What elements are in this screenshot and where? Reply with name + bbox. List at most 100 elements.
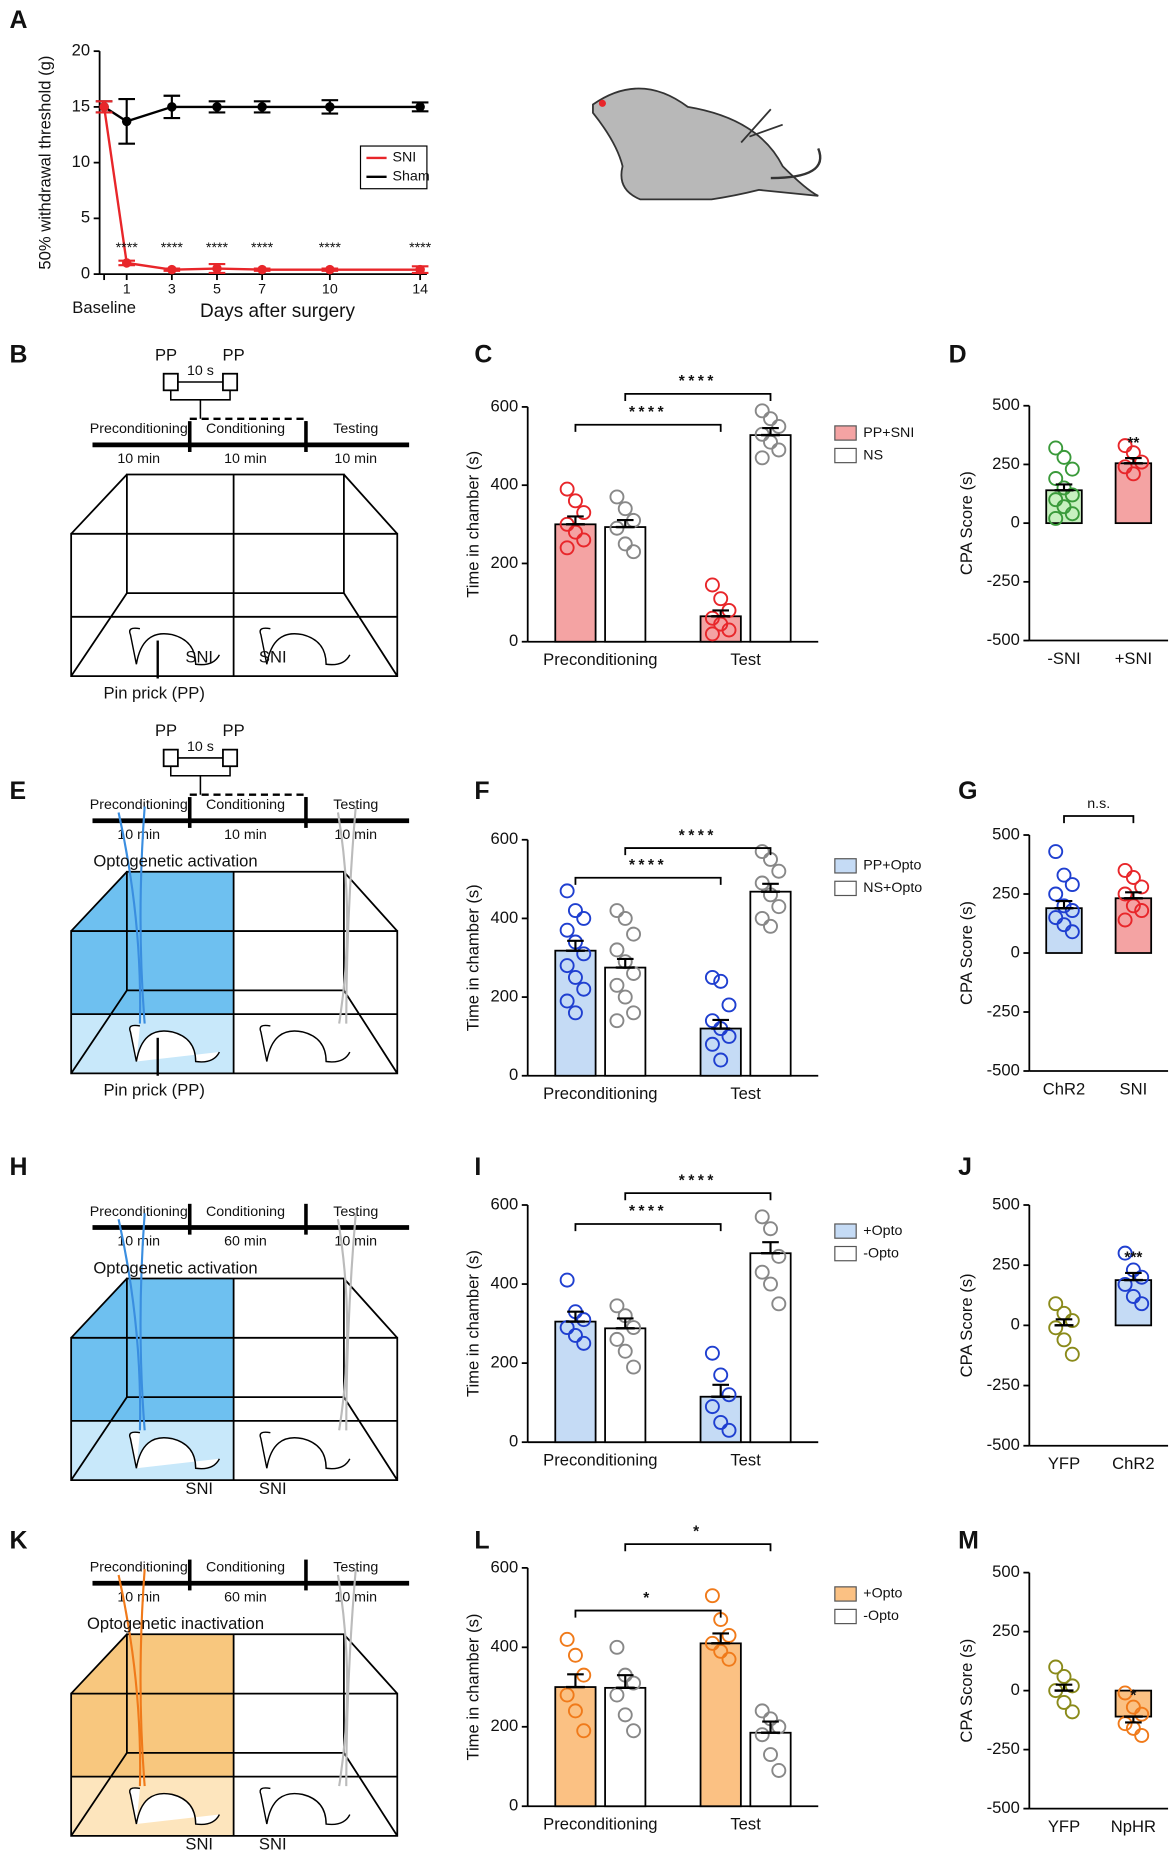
x-tick-label: Preconditioning — [543, 650, 657, 669]
y-tick-label: 0 — [1011, 1315, 1020, 1334]
rat — [259, 1024, 351, 1063]
data-point — [754, 1727, 770, 1743]
x-tick-label: Preconditioning — [543, 1815, 657, 1834]
data-point — [576, 910, 592, 926]
legend-swatch — [834, 880, 857, 897]
rat — [128, 627, 221, 666]
data-point — [721, 997, 737, 1013]
chamber — [70, 473, 399, 678]
duration-label: 10 min — [334, 827, 377, 843]
x-tick-label: ChR2 — [1112, 1454, 1154, 1473]
data-point — [1134, 879, 1150, 895]
significance: **** — [206, 240, 229, 256]
y-tick-label: 0 — [509, 1065, 518, 1084]
phase-label: Testing — [333, 1204, 378, 1220]
data-point — [704, 1588, 720, 1604]
data-point — [704, 1399, 720, 1415]
legend-swatch — [834, 858, 857, 874]
y-tick-label: 10 — [72, 152, 90, 171]
significance: * — [1130, 1688, 1136, 1705]
data-point — [763, 1276, 778, 1292]
significance: **** — [161, 240, 184, 256]
data-point — [1134, 1706, 1150, 1722]
stim-label: PP — [223, 721, 245, 740]
y-tick-label: 500 — [992, 1194, 1020, 1213]
x-tick-label: Test — [730, 1084, 761, 1103]
data-point — [754, 403, 770, 419]
data-point — [567, 969, 583, 985]
data-point — [713, 1414, 729, 1430]
significance: **** — [679, 1172, 717, 1189]
data-point — [559, 993, 575, 1009]
data-point — [609, 1298, 625, 1314]
y-tick-label: -500 — [987, 1060, 1020, 1079]
stim-box — [222, 748, 239, 768]
data-point — [763, 411, 778, 427]
phase-label: Preconditioning — [90, 1560, 188, 1576]
rat-tail — [770, 147, 822, 180]
y-tick-label: 600 — [491, 1194, 519, 1213]
data-point — [559, 883, 575, 899]
legend-label: PP+Opto — [863, 858, 921, 874]
phase-label: Preconditioning — [90, 1204, 188, 1220]
data-point — [754, 844, 770, 860]
phase-label: Conditioning — [206, 421, 285, 437]
data-point — [559, 958, 575, 974]
bracket — [574, 876, 722, 885]
stim-bracket — [169, 381, 231, 419]
data-point — [626, 1005, 642, 1021]
bar — [699, 1027, 742, 1077]
y-tick-label: -500 — [987, 630, 1020, 649]
y-tick-label: 200 — [491, 1353, 519, 1372]
phase-label: Preconditioning — [90, 421, 188, 437]
panel-label: M — [958, 1526, 979, 1554]
y-tick-label: 250 — [992, 454, 1020, 473]
data-point — [1056, 1694, 1072, 1710]
y-tick-label: 0 — [509, 1796, 518, 1815]
panel-label: B — [9, 341, 27, 369]
phase-label: Testing — [333, 421, 378, 437]
y-tick-label: 500 — [992, 1562, 1020, 1581]
bar — [604, 526, 647, 643]
lit-chamber — [71, 1278, 234, 1421]
data-point — [559, 1631, 575, 1647]
legend-swatch — [834, 1608, 857, 1625]
error-bar — [712, 1383, 730, 1398]
scissors — [740, 108, 783, 144]
duration-label: 60 min — [224, 1234, 267, 1250]
data-point — [721, 1627, 737, 1643]
bracket — [574, 1609, 722, 1618]
y-tick-label: -250 — [987, 1739, 1020, 1758]
legend-swatch — [834, 1245, 857, 1262]
error-bar — [762, 1241, 779, 1255]
legend-label: -Opto — [863, 1245, 899, 1261]
data-point — [1064, 924, 1080, 940]
data-point — [704, 626, 720, 642]
stim-label: PP — [155, 721, 177, 740]
y-axis-label: CPA Score (s) — [957, 901, 976, 1005]
significance: **** — [409, 240, 432, 256]
data-point — [567, 493, 583, 509]
x-tick-label: ChR2 — [1043, 1079, 1085, 1098]
data-point — [609, 1013, 625, 1029]
duration-label: 10 min — [334, 1589, 377, 1605]
conditioning-frame — [189, 793, 308, 809]
panel-label: I — [474, 1153, 481, 1181]
x-tick-label: 5 — [213, 281, 221, 297]
bar — [1114, 1689, 1153, 1718]
data-point — [721, 622, 737, 638]
data-point — [1064, 1678, 1080, 1694]
data-point — [713, 1052, 729, 1068]
bar — [749, 1252, 792, 1444]
data-point — [1064, 1313, 1080, 1329]
data-point — [713, 591, 729, 607]
marker — [415, 102, 425, 112]
y-axis-label: 50% withdrawal threshold (g) — [36, 56, 55, 270]
significance: **** — [679, 827, 717, 844]
marker — [167, 102, 177, 112]
stim-bracket — [169, 757, 231, 795]
data-point — [771, 1763, 787, 1778]
bracket — [624, 847, 772, 856]
y-axis-label: Time in chamber (s) — [464, 1614, 483, 1761]
legend-swatch — [834, 447, 857, 464]
